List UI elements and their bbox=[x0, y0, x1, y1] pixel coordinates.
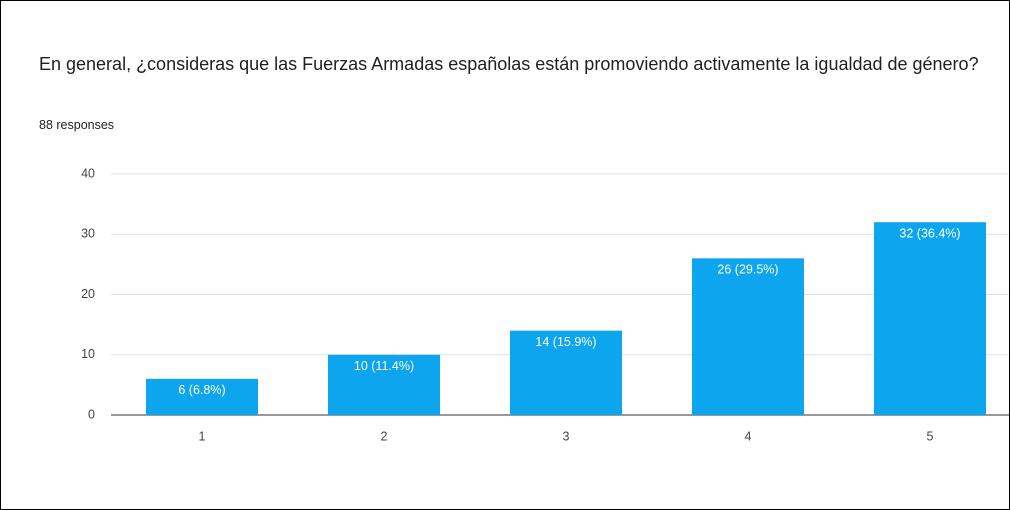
y-tick-label: 20 bbox=[81, 287, 95, 301]
x-tick-label: 1 bbox=[199, 429, 206, 443]
bar bbox=[692, 258, 804, 415]
y-tick-label: 30 bbox=[81, 227, 95, 241]
value-label: 10 (11.4%) bbox=[354, 359, 414, 373]
value-label: 6 (6.8%) bbox=[178, 383, 225, 397]
x-tick-label: 3 bbox=[563, 429, 570, 443]
y-tick-label: 10 bbox=[81, 347, 95, 361]
bar bbox=[146, 378, 258, 415]
x-tick-label: 2 bbox=[381, 429, 388, 443]
chart-title: En general, ¿consideras que las Fuerzas … bbox=[39, 54, 979, 74]
x-tick-label: 4 bbox=[745, 429, 752, 443]
bar bbox=[328, 354, 440, 415]
x-tick-label: 5 bbox=[927, 429, 934, 443]
value-label: 14 (15.9%) bbox=[535, 335, 596, 349]
bar bbox=[510, 330, 622, 415]
bar bbox=[874, 222, 986, 415]
value-label: 26 (29.5%) bbox=[717, 263, 778, 277]
y-tick-label: 40 bbox=[81, 166, 95, 180]
y-tick-label: 0 bbox=[88, 407, 95, 421]
value-label: 32 (36.4%) bbox=[899, 226, 960, 240]
chart-subtitle: 88 responses bbox=[39, 118, 115, 132]
